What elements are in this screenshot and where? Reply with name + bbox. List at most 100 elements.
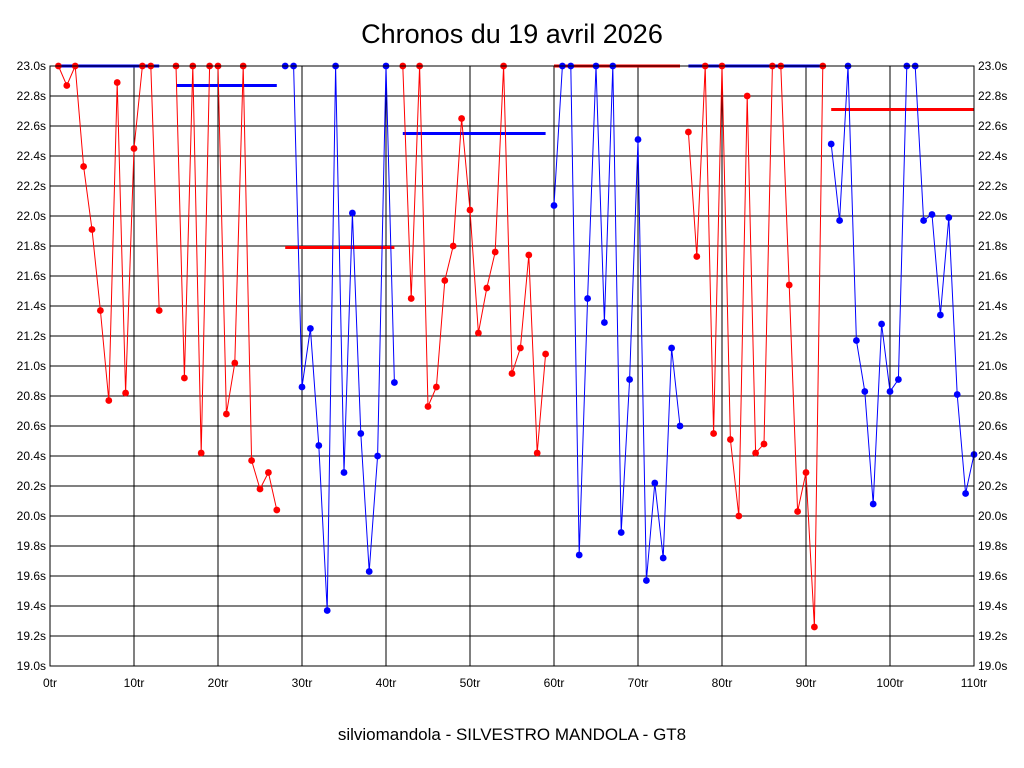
- y-tick-label-left: 20.8s: [17, 389, 46, 403]
- lap-point: [155, 307, 163, 314]
- lap-point: [97, 307, 104, 314]
- lap-point: [676, 422, 684, 430]
- lap-point: [634, 136, 642, 143]
- stint-series: [281, 62, 398, 614]
- y-tick-label-right: 20.0s: [978, 509, 1007, 523]
- lap-point: [760, 440, 768, 448]
- lap-point: [307, 325, 314, 332]
- y-tick-label-left: 20.6s: [17, 419, 46, 433]
- y-tick-label-right: 21.2s: [978, 329, 1007, 343]
- lap-point: [475, 329, 482, 337]
- y-tick-label-right: 21.6s: [978, 269, 1007, 283]
- y-tick-label-right: 22.4s: [978, 149, 1007, 163]
- y-tick-label-left: 20.4s: [17, 449, 46, 463]
- y-tick-label-left: 23.0s: [17, 59, 46, 73]
- lap-point: [340, 469, 348, 476]
- x-tick-label: 70tr: [628, 676, 649, 690]
- series-line: [285, 65, 395, 611]
- lap-point: [643, 577, 650, 584]
- lap-point: [466, 206, 474, 214]
- y-tick-label-left: 22.8s: [17, 89, 46, 103]
- lap-point: [668, 344, 675, 352]
- y-tick-label-left: 22.6s: [17, 119, 46, 133]
- lap-point: [441, 277, 449, 284]
- series-line: [830, 65, 975, 505]
- y-tick-label-right: 21.4s: [978, 299, 1007, 313]
- lap-point: [794, 508, 801, 515]
- lap-point: [508, 370, 516, 377]
- y-tick-label-left: 20.2s: [17, 479, 46, 493]
- series-line: [175, 65, 278, 511]
- lap-point: [88, 226, 96, 233]
- y-tick-label-left: 21.6s: [17, 269, 46, 283]
- x-tick-label: 20tr: [208, 676, 229, 690]
- y-tick-label-right: 19.6s: [978, 569, 1007, 583]
- lap-point: [953, 391, 961, 398]
- chart-footer: silviomandola - SILVESTRO MANDOLA - GT8: [338, 725, 686, 744]
- y-tick-label-right: 23.0s: [978, 59, 1007, 73]
- lap-point: [323, 607, 331, 614]
- lap-point: [743, 92, 751, 100]
- x-tick-label: 40tr: [376, 676, 397, 690]
- y-tick-label-left: 19.2s: [17, 629, 46, 643]
- lap-point: [130, 145, 138, 152]
- lap-point: [735, 512, 743, 520]
- y-tick-label-left: 22.0s: [17, 209, 46, 223]
- lap-point: [256, 485, 264, 493]
- lap-point: [80, 163, 87, 170]
- y-tick-label-right: 20.8s: [978, 389, 1007, 403]
- x-tick-label: 90tr: [796, 676, 817, 690]
- y-tick-label-right: 19.8s: [978, 539, 1007, 553]
- y-tick-label-right: 20.6s: [978, 419, 1007, 433]
- lap-point: [811, 623, 818, 631]
- lap-point: [491, 248, 499, 256]
- lap-point: [391, 379, 398, 386]
- lap-point: [785, 281, 793, 289]
- stint-series: [55, 62, 163, 404]
- y-tick-label-left: 21.8s: [17, 239, 46, 253]
- lap-point: [584, 295, 591, 302]
- y-tick-label-right: 19.4s: [978, 599, 1007, 613]
- lap-point: [357, 430, 365, 437]
- series-line: [57, 65, 160, 401]
- stint-series: [685, 62, 827, 631]
- lap-point: [920, 217, 927, 224]
- lap-point: [533, 449, 541, 457]
- x-tick-label: 0tr: [43, 676, 57, 690]
- lap-point: [449, 242, 457, 250]
- lap-point: [407, 295, 415, 302]
- chart-title: Chronos du 19 avril 2026: [361, 19, 663, 49]
- lap-point: [659, 554, 667, 562]
- lap-point: [517, 344, 524, 352]
- lap-point: [886, 388, 894, 395]
- lap-point: [365, 568, 373, 575]
- lap-point: [752, 449, 759, 457]
- x-axis-labels: 0tr 10tr 20tr 30tr 40tr 50tr 60tr 70tr 80tr 90tr 1…: [43, 676, 987, 690]
- y-tick-label-right: 22.2s: [978, 179, 1007, 193]
- lap-point: [273, 506, 281, 514]
- y-tick-label-left: 19.4s: [17, 599, 46, 613]
- lap-point: [248, 457, 256, 464]
- y-tick-label-left: 22.2s: [17, 179, 46, 193]
- y-tick-label-left: 21.2s: [17, 329, 46, 343]
- lap-point: [105, 397, 113, 404]
- lap-point: [265, 469, 272, 476]
- lap-point: [525, 251, 533, 259]
- lap-point: [231, 359, 239, 367]
- lap-point: [223, 410, 230, 418]
- series-line: [553, 65, 681, 581]
- y-tick-label-right: 21.0s: [978, 359, 1007, 373]
- y-tick-label-right: 22.6s: [978, 119, 1007, 133]
- stint-series: [550, 62, 684, 584]
- lap-point: [122, 389, 129, 397]
- lap-point: [962, 490, 969, 497]
- lap-point: [928, 211, 936, 218]
- y-tick-label-right: 20.4s: [978, 449, 1007, 463]
- series-line: [402, 65, 547, 454]
- lap-point: [433, 383, 440, 391]
- x-tick-label: 30tr: [292, 676, 313, 690]
- y-tick-label-left: 19.8s: [17, 539, 46, 553]
- lap-point: [458, 115, 465, 122]
- lap-point: [861, 388, 869, 395]
